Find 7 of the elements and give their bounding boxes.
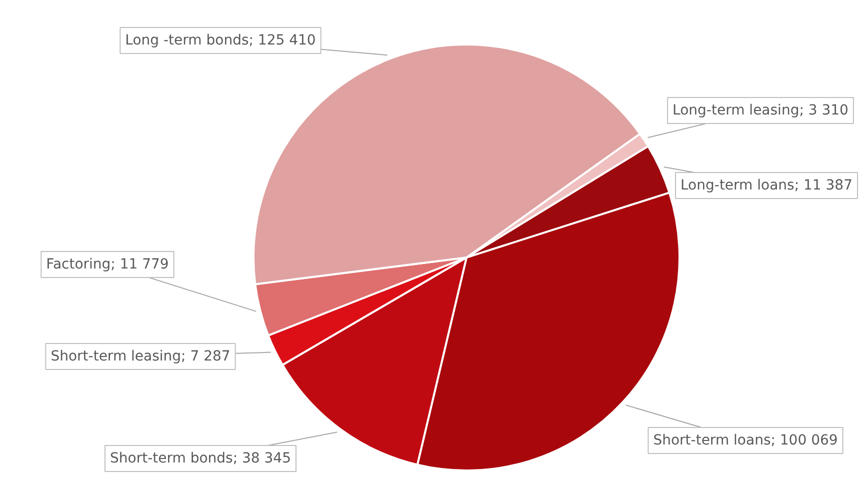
slice-label: Long-term loans; 11 387 <box>680 178 853 194</box>
slice-label: Short-term leasing; 7 287 <box>50 348 230 364</box>
slice-label: Short-term loans; 100 069 <box>653 432 838 448</box>
slice-label: Long-term leasing; 3 310 <box>672 102 848 118</box>
slice-label: Factoring; 11 779 <box>46 256 169 272</box>
slice-label: Short-term bonds; 38 345 <box>110 450 291 466</box>
slice-label: Long -term bonds; 125 410 <box>125 32 316 48</box>
